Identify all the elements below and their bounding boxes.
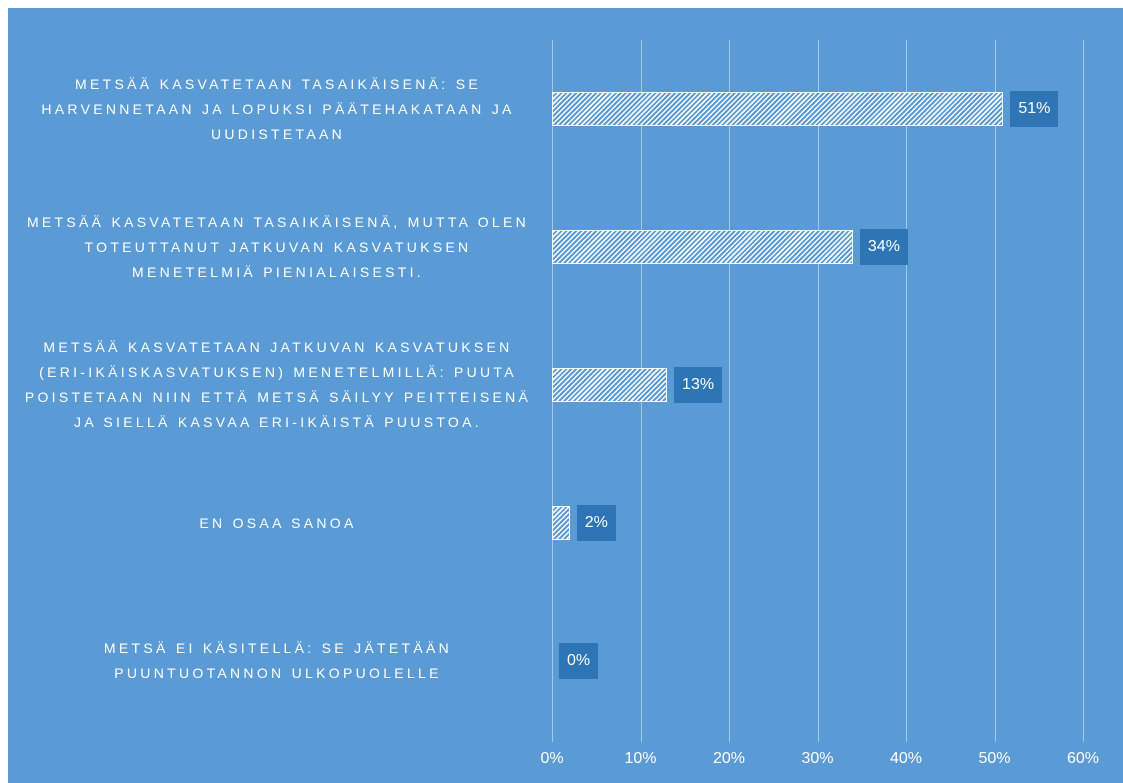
x-tick-label: 50%	[978, 750, 1011, 767]
y-tick-label: METSÄÄ KASVATETAAN TASAIKÄISENÄ: SE HARV…	[41, 75, 515, 142]
x-tick-label: 20%	[712, 750, 746, 767]
bar	[552, 368, 668, 402]
y-tick-label: METSÄÄ KASVATETAAN TASAIKÄISENÄ, MUTTA O…	[26, 213, 530, 280]
x-tick-label: 40%	[889, 750, 923, 767]
data-label: 51%	[1010, 91, 1059, 127]
chart: 0% 10% 20% 30% 40% 50% 60% METSÄÄ KASVATETAAN T…	[8, 8, 1123, 783]
bar	[552, 92, 1004, 126]
grid-line	[1083, 40, 1084, 742]
y-tick-label: EN OSAA SANOA	[199, 514, 357, 531]
x-tick-label: 60%	[1066, 750, 1100, 767]
x-tick-label: 10%	[624, 750, 657, 767]
bar	[552, 506, 570, 540]
x-tick-label: 30%	[801, 750, 834, 767]
grid-line	[817, 40, 819, 742]
grid-line	[994, 40, 996, 742]
grid-line	[906, 40, 907, 742]
bar	[552, 230, 853, 264]
data-label: 13%	[674, 367, 723, 403]
data-label: 0%	[559, 643, 599, 679]
y-tick-label: METSÄÄ KASVATETAAN JATKUVAN KASVATUKSEN …	[24, 339, 532, 430]
data-label: 2%	[576, 505, 616, 541]
y-tick-label: METSÄ EI KÄSITELLÄ: SE JÄTETÄÄN PUUNTUOT…	[103, 640, 453, 681]
x-tick-label: 0%	[540, 750, 564, 767]
data-label: 34%	[859, 229, 908, 265]
grid-line	[729, 40, 730, 742]
